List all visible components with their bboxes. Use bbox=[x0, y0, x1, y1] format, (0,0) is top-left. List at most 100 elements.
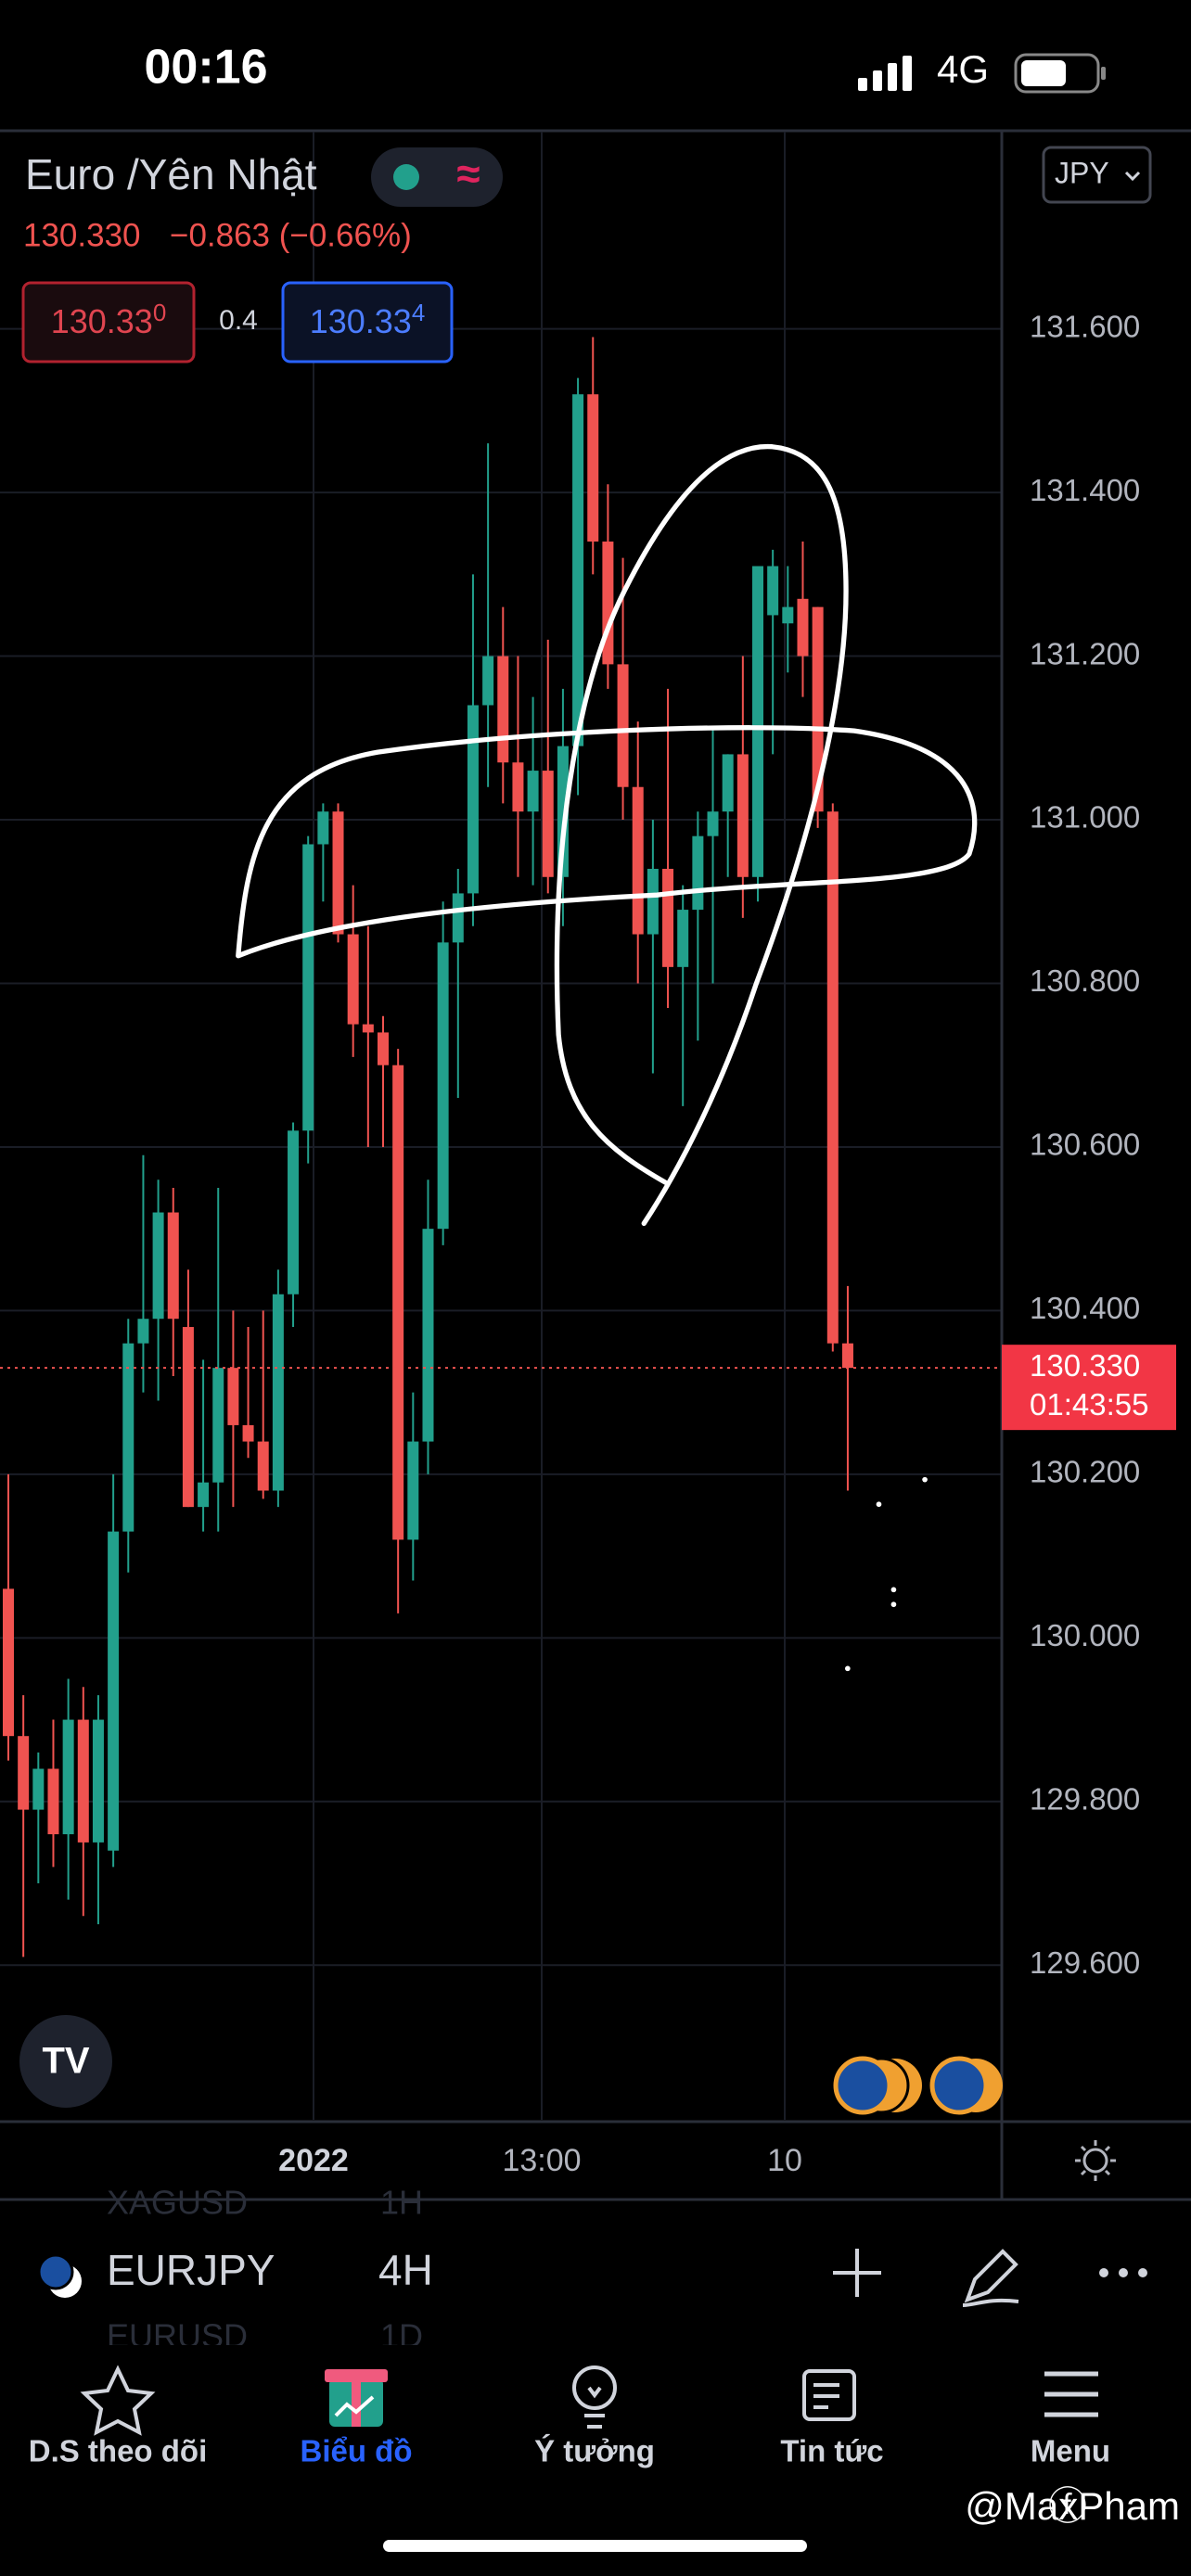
candle-body bbox=[302, 844, 314, 1131]
y-tick-label: 130.600 bbox=[1030, 1128, 1140, 1162]
ask-main: 130.33 bbox=[310, 302, 412, 340]
candle-body bbox=[257, 1441, 269, 1491]
candle-body bbox=[242, 1424, 254, 1442]
ask-price: 130.334 bbox=[310, 299, 426, 340]
time-label: 10 bbox=[767, 2143, 802, 2178]
prev-interval: 1H bbox=[380, 2184, 423, 2222]
currency-button[interactable]: JPY bbox=[1042, 146, 1152, 204]
candle-body bbox=[272, 1294, 284, 1491]
menu-icon[interactable] bbox=[1044, 2371, 1098, 2417]
candle-body bbox=[752, 566, 763, 877]
bid-pip: 0 bbox=[153, 299, 166, 326]
symbol[interactable]: EURJPY bbox=[107, 2246, 275, 2294]
candle-body bbox=[662, 868, 674, 967]
signal-icon bbox=[858, 56, 912, 91]
candle-body bbox=[332, 811, 344, 935]
candle-body bbox=[647, 868, 659, 935]
ask-button[interactable] bbox=[281, 281, 454, 363]
candle-body bbox=[826, 811, 839, 1344]
candle-body bbox=[632, 786, 644, 935]
spread: 0.4 bbox=[219, 305, 258, 336]
countdown-label: 01:43:55 bbox=[1030, 1387, 1148, 1422]
candle-body bbox=[182, 1327, 194, 1508]
drawn-horizontal-loop bbox=[236, 725, 978, 959]
bid-price: 130.330 bbox=[51, 299, 167, 340]
candle-body bbox=[587, 394, 599, 542]
nav-label[interactable]: Menu bbox=[1031, 2434, 1110, 2468]
candle-body bbox=[482, 656, 494, 706]
tradingview-logo[interactable]: TV bbox=[19, 2015, 112, 2108]
candle-body bbox=[617, 664, 629, 787]
prev-symbol: XAGUSD bbox=[107, 2184, 248, 2222]
y-tick-label: 129.800 bbox=[1030, 1782, 1140, 1817]
settings-icon[interactable] bbox=[1075, 2140, 1116, 2181]
bid-main: 130.33 bbox=[51, 302, 153, 340]
last-price: 130.330 bbox=[23, 217, 141, 253]
candle-body bbox=[77, 1719, 89, 1843]
candle-body bbox=[572, 394, 584, 746]
candle-body bbox=[422, 1229, 434, 1442]
candle-body bbox=[467, 705, 479, 894]
last-price-label: 130.330 bbox=[1030, 1348, 1140, 1383]
candle-body bbox=[797, 598, 809, 657]
candle-body bbox=[378, 1032, 389, 1065]
candle-body bbox=[362, 1024, 374, 1033]
candle-body bbox=[347, 934, 359, 1025]
watermark-fb: ⓕ bbox=[1048, 2484, 1087, 2528]
y-tick-label: 129.600 bbox=[1030, 1945, 1140, 1980]
candle-body bbox=[527, 771, 539, 812]
nav-label[interactable]: D.S theo dõi bbox=[29, 2434, 208, 2468]
candle-body bbox=[92, 1719, 104, 1843]
watchlist-icon[interactable] bbox=[80, 2365, 156, 2436]
interval[interactable]: 4H bbox=[378, 2246, 433, 2294]
battery-icon bbox=[1014, 53, 1106, 94]
candle-body bbox=[227, 1368, 239, 1425]
candle-body bbox=[707, 811, 719, 836]
y-tick-label: 130.000 bbox=[1030, 1618, 1140, 1652]
chart-plot: 129.600 129.800 130.000 130.200 130.400 130.6… bbox=[0, 132, 1176, 2200]
news-icon[interactable] bbox=[802, 2369, 856, 2421]
y-tick-label: 130.800 bbox=[1030, 963, 1140, 998]
candle-body bbox=[677, 910, 689, 967]
nav-label[interactable]: Biểu đồ bbox=[301, 2434, 413, 2468]
more-button[interactable] bbox=[1099, 2268, 1147, 2277]
drawn-vertical-loop bbox=[554, 444, 849, 1227]
nav-label[interactable]: Ý tưởng bbox=[534, 2434, 655, 2468]
price-change: −0.863 (−0.66%) bbox=[170, 217, 412, 253]
svg-text:TV: TV bbox=[42, 2041, 89, 2082]
candle-body bbox=[692, 835, 704, 911]
chart-icon[interactable] bbox=[325, 2369, 388, 2427]
currency-label: JPY bbox=[1055, 156, 1109, 189]
ask-pip: 4 bbox=[412, 299, 425, 326]
last-price-box bbox=[1002, 1345, 1176, 1431]
y-tick-label: 131.200 bbox=[1030, 636, 1140, 670]
draw-button[interactable] bbox=[962, 2249, 1019, 2307]
time-label: 2022 bbox=[278, 2143, 349, 2178]
symbol-name: Euro /Yên Nhật bbox=[25, 150, 317, 198]
bid-button[interactable] bbox=[21, 281, 196, 363]
indicator-toggle[interactable]: ≈ bbox=[371, 147, 503, 207]
nav-bar bbox=[0, 2345, 1191, 2576]
add-button[interactable] bbox=[833, 2249, 881, 2297]
candle-body bbox=[18, 1736, 30, 1810]
ideas-icon[interactable] bbox=[572, 2366, 617, 2429]
candle-body bbox=[841, 1343, 853, 1369]
y-tick-label: 131.000 bbox=[1030, 800, 1140, 835]
y-tick-label: 130.200 bbox=[1030, 1455, 1140, 1489]
drawn-dots bbox=[845, 1476, 928, 1672]
candle-body bbox=[122, 1343, 134, 1532]
time-label: 13:00 bbox=[502, 2143, 581, 2178]
hand-drawings bbox=[236, 444, 978, 1672]
candle-body bbox=[782, 606, 794, 624]
nav-label[interactable]: Tin tức bbox=[780, 2434, 883, 2468]
candle-body bbox=[497, 656, 509, 763]
candle-body bbox=[542, 771, 554, 877]
y-tick-label: 130.400 bbox=[1030, 1291, 1140, 1325]
home-indicator bbox=[383, 2540, 807, 2552]
candle-body bbox=[317, 811, 329, 845]
candle-body bbox=[722, 754, 734, 812]
network-label: 4G bbox=[937, 47, 989, 91]
event-markers[interactable] bbox=[833, 2056, 1003, 2115]
